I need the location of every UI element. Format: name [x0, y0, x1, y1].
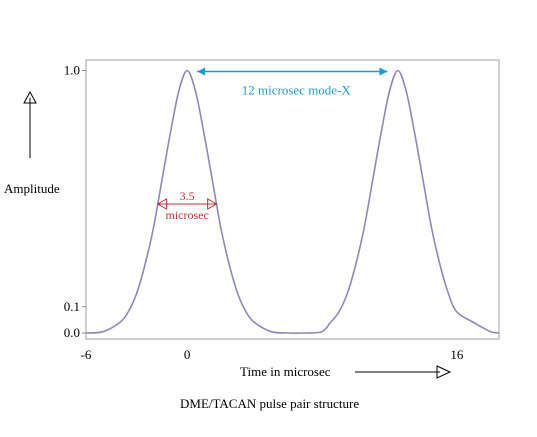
spacing-label: 12 microsec mode-X — [242, 83, 352, 98]
x-tick-label: 0 — [184, 347, 191, 362]
chart-title: DME/TACAN pulse pair structure — [180, 396, 359, 411]
x-axis-ticks: -6 0 16 — [81, 347, 464, 362]
y-tick-label: 1.0 — [64, 63, 80, 78]
x-tick-label: -6 — [81, 347, 92, 362]
pulse-series-line — [85, 69, 500, 334]
width-arrow-head-right — [207, 198, 218, 210]
y-axis-title: Amplitude — [4, 181, 60, 196]
width-label-unit: microsec — [165, 208, 208, 222]
plot-frame — [85, 59, 500, 340]
x-axis-title: Time in microsec — [240, 364, 331, 379]
series-layer — [85, 69, 500, 334]
x-tick-label: 16 — [450, 347, 464, 362]
y-axis-ticks: 0.0 0.1 1.0 — [64, 63, 86, 340]
annotation-layer: 12 microsec mode-X 3.5 microsec — [156, 67, 388, 222]
spacing-arrow-head-left — [197, 67, 206, 76]
y-tick-label: 0.1 — [64, 299, 80, 314]
x-axis-arrow-head — [436, 365, 452, 379]
y-axis-arrow-head — [23, 90, 37, 104]
width-arrow-head-left — [156, 198, 168, 210]
spacing-arrow-head-right — [379, 67, 388, 76]
width-label-value: 3.5 — [180, 189, 195, 203]
y-tick-label: 0.0 — [64, 325, 80, 340]
